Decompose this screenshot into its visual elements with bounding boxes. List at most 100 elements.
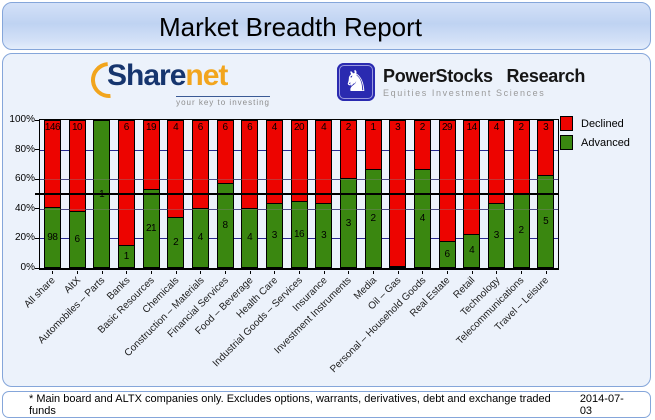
advanced-segment: 4 bbox=[414, 168, 430, 267]
advanced-count: 4 bbox=[247, 232, 253, 244]
declined-count: 2 bbox=[419, 122, 426, 133]
advanced-count: 98 bbox=[47, 232, 58, 244]
x-tick bbox=[397, 271, 399, 274]
x-tick bbox=[274, 271, 276, 274]
y-tick bbox=[35, 149, 40, 151]
advanced-segment: 4 bbox=[464, 233, 480, 267]
y-tick bbox=[35, 237, 40, 239]
advanced-segment: 2 bbox=[168, 217, 184, 267]
x-tick bbox=[225, 271, 226, 274]
declined-count: 6 bbox=[197, 122, 204, 133]
x-tick bbox=[496, 271, 498, 274]
x-axis-label: All share bbox=[22, 275, 59, 311]
advanced-segment: 21 bbox=[143, 189, 159, 267]
declined-count: 20 bbox=[293, 122, 305, 133]
x-tick bbox=[373, 271, 374, 274]
report-date: 2014-07-03 bbox=[579, 392, 624, 417]
x-tick bbox=[126, 271, 128, 274]
declined-count: 4 bbox=[271, 122, 278, 133]
footnote-bar: * Main board and ALTX companies only. Ex… bbox=[2, 391, 651, 418]
x-tick bbox=[175, 271, 177, 274]
sharenet-tagline: your key to investing bbox=[176, 96, 270, 107]
y-axis-label: 40% bbox=[14, 202, 35, 214]
declined-count: 6 bbox=[247, 122, 253, 133]
advanced-segment: 6 bbox=[439, 240, 455, 267]
advanced-segment: 5 bbox=[538, 174, 554, 267]
advanced-count: 4 bbox=[469, 245, 475, 257]
advanced-segment: 4 bbox=[192, 207, 208, 267]
advanced-segment: 3 bbox=[340, 178, 356, 267]
sharenet-wordmark-net: net bbox=[185, 59, 228, 92]
advanced-count: 3 bbox=[493, 230, 500, 242]
powerstocks-logo: ♞ PowerStocks Research Equities Investme… bbox=[337, 60, 585, 104]
advanced-count: 16 bbox=[293, 229, 305, 241]
x-tick bbox=[447, 271, 448, 274]
y-axis-label: 60% bbox=[14, 173, 35, 185]
advanced-count: 4 bbox=[419, 212, 426, 224]
x-tick bbox=[545, 271, 547, 274]
report-panel: Sharenet your key to investing ♞ PowerSt… bbox=[2, 53, 651, 387]
title-panel: Market Breadth Report bbox=[2, 2, 651, 50]
declined-count: 4 bbox=[321, 122, 327, 133]
advanced-segment: 4 bbox=[242, 207, 258, 267]
declined-count: 29 bbox=[441, 122, 453, 133]
knight-chess-icon: ♞ bbox=[337, 63, 375, 101]
advanced-count: 1 bbox=[123, 251, 130, 263]
legend-label-advanced: Advanced bbox=[581, 136, 630, 149]
advanced-count: 6 bbox=[444, 248, 450, 260]
legend-item-advanced: Advanced bbox=[560, 135, 630, 150]
x-tick bbox=[52, 271, 54, 274]
advanced-segment: 98 bbox=[44, 207, 60, 267]
chart-legend: Declined Advanced bbox=[560, 116, 630, 154]
powerstocks-text: PowerStocks Research Equities Investment… bbox=[383, 66, 585, 98]
sharenet-wordmark: Sharenet bbox=[107, 59, 228, 93]
advanced-count: 21 bbox=[145, 223, 157, 235]
declined-count: 10 bbox=[71, 122, 83, 133]
advanced-segment: 8 bbox=[217, 182, 233, 267]
declined-count: 3 bbox=[543, 122, 549, 133]
sharenet-wordmark-share: Share bbox=[107, 59, 186, 92]
legend-label-declined: Declined bbox=[581, 117, 624, 130]
declined-count: 2 bbox=[345, 122, 352, 133]
declined-count: 6 bbox=[222, 122, 228, 133]
advanced-segment: 1 bbox=[118, 245, 134, 267]
y-axis-label: 20% bbox=[14, 232, 35, 244]
y-tick bbox=[35, 267, 40, 269]
declined-count: 2 bbox=[518, 122, 524, 133]
reference-line-50pct bbox=[35, 193, 558, 195]
advanced-count: 3 bbox=[345, 217, 352, 229]
y-tick bbox=[35, 178, 40, 180]
y-axis-label: 0% bbox=[20, 262, 35, 273]
declined-count: 4 bbox=[173, 122, 179, 133]
declined-count: 3 bbox=[395, 122, 401, 133]
advanced-segment: 3 bbox=[266, 203, 282, 267]
x-tick bbox=[521, 271, 522, 274]
advanced-segment bbox=[390, 266, 406, 267]
powerstocks-name: PowerStocks Research bbox=[383, 66, 586, 86]
powerstocks-subtitle: Equities Investment Sciences bbox=[383, 88, 546, 98]
advanced-color-swatch bbox=[560, 135, 573, 150]
advanced-count: 5 bbox=[543, 215, 549, 227]
declined-count: 4 bbox=[493, 122, 500, 133]
advanced-count: 2 bbox=[173, 237, 179, 249]
declined-count: 1 bbox=[370, 122, 376, 133]
y-tick bbox=[35, 119, 40, 121]
x-tick bbox=[422, 271, 424, 274]
declined-color-swatch bbox=[560, 116, 573, 131]
x-tick bbox=[299, 271, 300, 274]
x-tick bbox=[77, 271, 78, 274]
sharenet-logo: Sharenet your key to investing bbox=[83, 54, 276, 109]
x-tick bbox=[101, 271, 103, 274]
footnote-text: * Main board and ALTX companies only. Ex… bbox=[29, 392, 551, 417]
y-axis-label: 100% bbox=[9, 114, 35, 125]
x-tick bbox=[471, 271, 473, 274]
advanced-count: 3 bbox=[321, 230, 327, 242]
page-title: Market Breadth Report bbox=[158, 12, 422, 42]
advanced-segment: 2 bbox=[513, 193, 529, 267]
advanced-count: 8 bbox=[222, 219, 228, 231]
x-tick bbox=[151, 271, 152, 274]
advanced-count: 4 bbox=[197, 232, 204, 244]
advanced-segment: 16 bbox=[291, 201, 307, 267]
advanced-segment: 6 bbox=[69, 211, 85, 267]
